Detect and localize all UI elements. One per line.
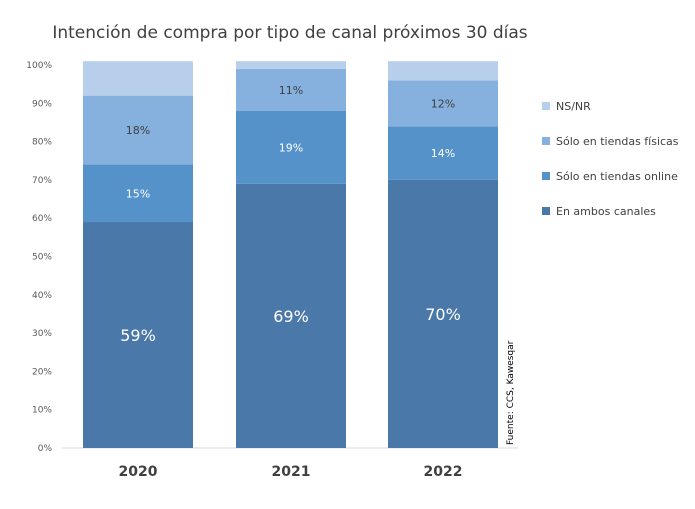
- bar-segment: [388, 126, 498, 180]
- legend-label: Sólo en tiendas físicas: [556, 135, 679, 148]
- bars: 59% 15% 18% 69% 19% 11% 70% 14% 12%: [83, 61, 498, 449]
- legend-label: NS/NR: [556, 100, 591, 113]
- data-label: 19%: [279, 141, 303, 154]
- bar-segment: [83, 95, 193, 165]
- source-note: Fuente: CCS, Kawesqar: [506, 340, 516, 445]
- y-tick-label: 0%: [38, 444, 53, 454]
- data-label: 12%: [431, 97, 455, 110]
- legend-swatch: [542, 102, 550, 110]
- bar-segment: [83, 164, 193, 223]
- data-label: 18%: [126, 124, 150, 137]
- y-tick-label: 80%: [32, 138, 52, 148]
- data-label: 59%: [120, 326, 156, 345]
- data-label: 69%: [273, 307, 309, 326]
- y-tick-label: 60%: [32, 214, 52, 224]
- bar-segment: [236, 110, 346, 184]
- bar-segment: [388, 80, 498, 127]
- y-tick-label: 10%: [32, 406, 52, 416]
- data-label: 11%: [279, 84, 303, 97]
- bar-segment: [236, 183, 346, 449]
- chart-title: Intención de compra por tipo de canal pr…: [52, 23, 527, 43]
- data-label: 14%: [431, 147, 455, 160]
- legend-swatch: [542, 207, 550, 215]
- legend: NS/NR Sólo en tiendas físicas Sólo en tien…: [542, 100, 679, 218]
- y-tick-label: 70%: [32, 176, 52, 186]
- y-tick-label: 30%: [32, 329, 52, 339]
- legend-label: En ambos canales: [556, 205, 656, 218]
- y-axis: 0% 10% 20% 30% 40% 50% 60% 70% 80% 90% 100%: [26, 61, 52, 454]
- x-tick-label: 2020: [119, 464, 158, 480]
- y-tick-label: 20%: [32, 367, 52, 377]
- x-tick-label: 2022: [424, 464, 463, 480]
- legend-swatch: [542, 137, 550, 145]
- bar-segment: [388, 179, 498, 448]
- y-tick-label: 40%: [32, 291, 52, 301]
- bar-segment: [236, 61, 346, 69]
- x-axis: 2020 2021 2022: [119, 464, 463, 480]
- bar-segment: [83, 61, 193, 96]
- legend-swatch: [542, 172, 550, 180]
- y-tick-label: 90%: [32, 99, 52, 109]
- data-label: 70%: [425, 305, 461, 324]
- bar-segment: [236, 68, 346, 111]
- y-tick-label: 50%: [32, 253, 52, 263]
- legend-label: Sólo en tiendas online: [556, 170, 678, 183]
- data-label: 15%: [126, 187, 150, 200]
- bar-segment: [83, 222, 193, 448]
- y-tick-label: 100%: [26, 61, 52, 71]
- bar-segment: [388, 61, 498, 81]
- x-tick-label: 2021: [272, 464, 311, 480]
